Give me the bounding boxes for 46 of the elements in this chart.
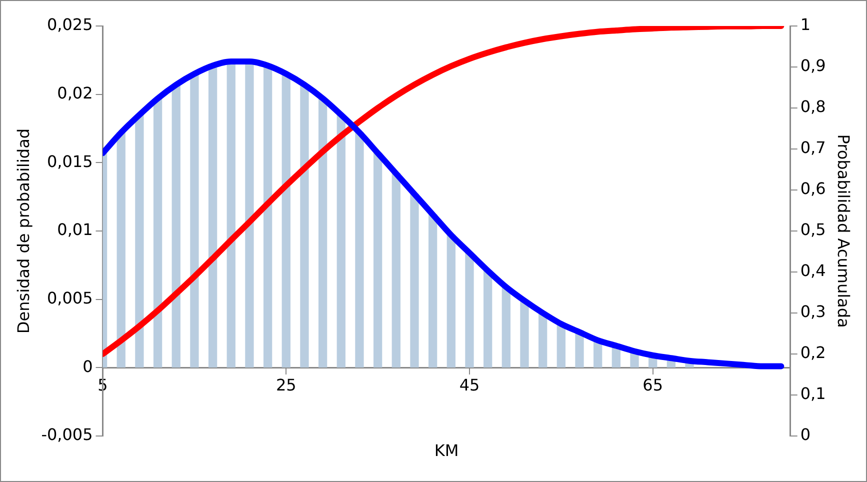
bar	[483, 270, 492, 368]
y2-axis-title: Probabilidad Acumulada	[834, 134, 854, 328]
y2-tick-label: 0,1	[800, 384, 826, 404]
bar	[465, 252, 474, 368]
bar	[300, 84, 309, 368]
y2-tick-label: 0,4	[800, 261, 826, 280]
y-tick-label: -0,005	[41, 425, 93, 444]
bar	[446, 234, 456, 368]
y2-tick-label: 0,6	[800, 179, 826, 198]
bar	[502, 286, 510, 368]
bar	[135, 114, 144, 368]
bar	[410, 194, 419, 368]
bar	[428, 214, 438, 368]
x-tick-label: 25	[276, 375, 296, 394]
bar	[336, 114, 346, 368]
bar	[208, 65, 218, 368]
bar	[282, 74, 290, 368]
x-tick-label: 45	[459, 375, 480, 394]
bar	[392, 173, 400, 368]
bar	[355, 132, 364, 368]
bar	[190, 74, 199, 368]
y2-tick-label: 0,3	[800, 302, 826, 322]
x-tick-label: 65	[642, 375, 664, 394]
y-tick-label: 0,005	[46, 288, 93, 308]
x-axis-title: KM	[434, 441, 459, 460]
bar	[373, 152, 382, 368]
y2-tick-label: 0,2	[800, 343, 826, 362]
y2-tick-label: 0,5	[800, 220, 826, 240]
bar	[520, 300, 529, 368]
bar	[538, 312, 548, 368]
bar	[116, 132, 126, 368]
bar	[318, 98, 328, 368]
y-axis-title: Densidad de probabilidad	[14, 128, 33, 334]
y2-tick-label: 0	[800, 425, 811, 444]
y2-tick-label: 1	[800, 15, 811, 34]
bar	[172, 84, 180, 368]
y2-tick-label: 0,9	[800, 56, 826, 76]
y2-tick-label: 0,8	[800, 97, 826, 116]
y-tick-label: 0,025	[46, 15, 93, 34]
y-tick-label: 0	[82, 356, 93, 376]
y-tick-label: 0,02	[57, 83, 93, 102]
bar	[556, 324, 566, 368]
y-tick-label: 0,015	[46, 152, 93, 171]
y-tick-label: 0,01	[57, 220, 93, 240]
y2-tick-label: 0,7	[800, 138, 826, 158]
bar	[153, 98, 162, 368]
